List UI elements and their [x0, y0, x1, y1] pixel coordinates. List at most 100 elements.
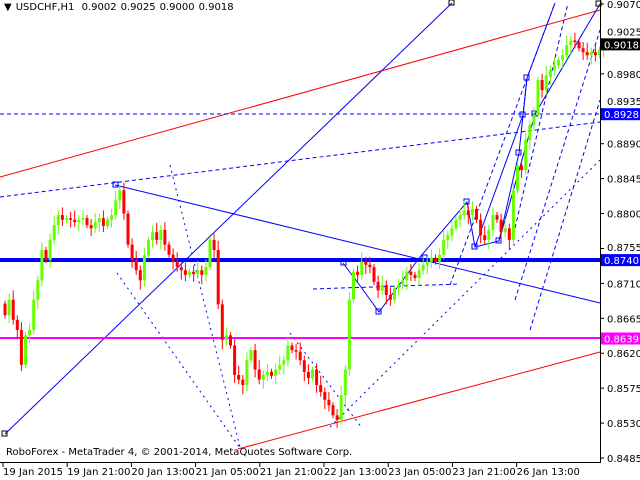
candle	[565, 35, 569, 60]
candle-body	[302, 360, 306, 372]
candle	[388, 287, 392, 306]
candle-body	[446, 235, 450, 240]
candle-body	[311, 369, 314, 379]
candle-body	[356, 271, 360, 275]
candle	[507, 223, 511, 250]
candle	[237, 365, 241, 385]
rising-trend-line[interactable]	[4, 2, 453, 435]
candle	[598, 46, 601, 59]
candle-body	[536, 80, 540, 115]
candle	[331, 402, 335, 419]
y-tick-label: 0.9025	[607, 27, 640, 38]
candle	[368, 257, 372, 274]
candle	[380, 275, 384, 296]
candle	[540, 73, 544, 98]
candle-body	[552, 65, 556, 70]
candle-body	[282, 360, 286, 365]
candle	[384, 280, 388, 305]
candle-body	[577, 42, 581, 49]
candle	[118, 185, 122, 210]
candle	[175, 252, 179, 272]
wave-zigzag[interactable]	[498, 77, 528, 242]
dotted-line[interactable]	[169, 164, 241, 448]
dotted-line[interactable]	[529, 99, 601, 331]
candle-body	[167, 244, 171, 255]
candle-body	[483, 235, 487, 240]
wave-zigzag[interactable]	[342, 3, 601, 313]
candle-body	[118, 190, 122, 201]
candle-body	[159, 229, 163, 240]
candle	[278, 355, 282, 375]
candle	[376, 275, 380, 299]
price-label: 0.8740	[604, 256, 639, 267]
candle	[40, 242, 44, 287]
candle-body	[388, 295, 392, 300]
candle-body	[339, 395, 343, 420]
candle	[73, 210, 77, 227]
dotted-trend-line[interactable]	[0, 121, 601, 198]
candle	[138, 265, 142, 290]
candle	[511, 182, 515, 247]
candle	[503, 218, 507, 237]
x-ticks: 19 Jan 2015 19 Jan 21:00 20 Jan 13:00 21 Ja…	[2, 462, 580, 478]
candle-body	[24, 335, 27, 365]
open-value: 0.9002	[81, 2, 117, 13]
candle	[52, 215, 56, 245]
y-tick-label: 0.9070	[607, 0, 640, 11]
candle	[257, 360, 261, 385]
price-label-box	[601, 108, 640, 121]
dotted-line[interactable]	[514, 29, 601, 301]
price-label: 0.9018	[604, 40, 639, 51]
candle	[327, 392, 331, 412]
candle	[397, 278, 401, 296]
collapse-triangle-icon[interactable]: ▼	[4, 2, 12, 13]
price-label: 0.8928	[604, 110, 639, 121]
candle-body	[77, 219, 81, 223]
candle-body	[454, 219, 458, 229]
price-labels: 0.9018 0.8928 0.8740 0.8639	[601, 38, 640, 345]
candle	[352, 268, 355, 303]
candle-body	[384, 284, 388, 296]
candle-body	[458, 215, 462, 220]
candle	[163, 222, 167, 251]
upper-channel-line[interactable]	[0, 9, 601, 178]
candle	[589, 47, 593, 65]
candle-body	[569, 40, 573, 46]
candle	[544, 66, 548, 95]
candle-body	[253, 350, 257, 370]
dotted-line[interactable]	[289, 332, 363, 429]
candle	[290, 342, 294, 354]
candle	[569, 35, 573, 55]
candle	[561, 49, 565, 68]
candle-body	[220, 304, 224, 341]
candle-body	[28, 329, 32, 336]
dotted-line[interactable]	[116, 272, 241, 449]
candle-body	[380, 284, 384, 291]
candle-body	[93, 222, 97, 229]
candle	[134, 250, 138, 275]
candle	[270, 368, 273, 379]
candle-body	[175, 261, 179, 268]
candle	[188, 268, 191, 278]
lower-channel-line[interactable]	[237, 351, 601, 450]
y-tick-label: 0.8935	[607, 97, 640, 108]
dotted-line[interactable]	[449, 2, 556, 286]
candle	[56, 210, 60, 235]
candle-body	[179, 267, 183, 271]
candle-body	[413, 274, 417, 278]
candle	[7, 293, 11, 323]
y-tick-label: 0.8755	[607, 243, 640, 254]
candle-body	[360, 261, 364, 275]
candle	[32, 290, 36, 335]
candle-body	[511, 190, 515, 240]
candle	[552, 57, 556, 77]
falling-trend-line[interactable]	[114, 184, 601, 304]
candle	[3, 300, 7, 319]
dotted-line[interactable]	[514, 2, 569, 229]
candle-body	[200, 270, 204, 275]
candle	[208, 236, 212, 271]
candle	[593, 44, 597, 62]
chart-header: ▼ USDCHF,H1 0.9002 0.9025 0.9000 0.9018	[4, 2, 238, 13]
